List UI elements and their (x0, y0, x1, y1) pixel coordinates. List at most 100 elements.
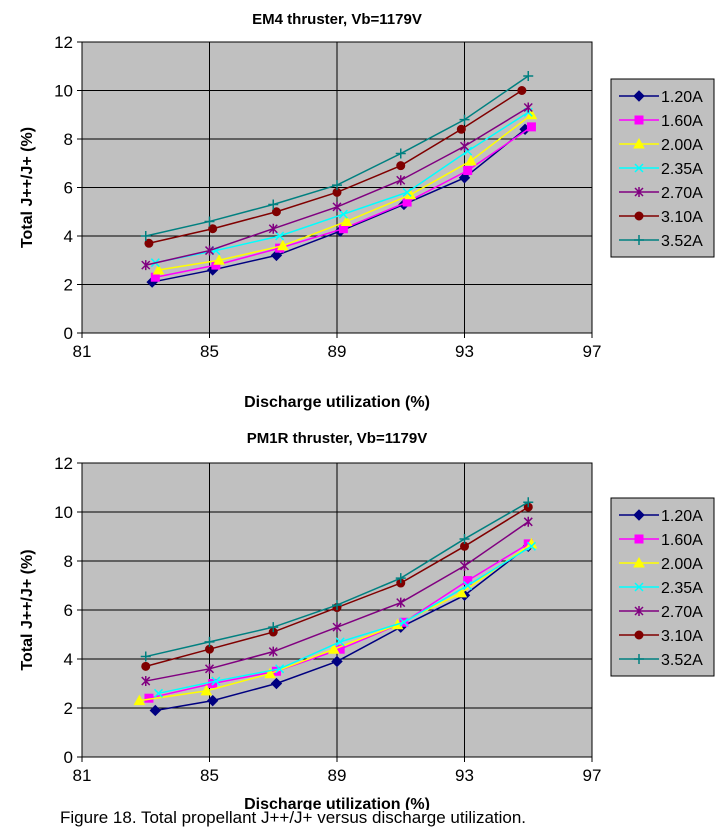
chart1-data-point (332, 180, 342, 191)
chart2-data-point (140, 651, 151, 662)
chart1-data-point (396, 175, 406, 186)
chart2-xtick-label: 97 (583, 766, 602, 785)
chart1-legend-entry: 2.70A (619, 185, 703, 202)
chart2-legend-marker (634, 582, 644, 592)
chart1-series-3.10A (144, 86, 527, 248)
chart-em4-svg: EM4 thruster, Vb=1179V 0 2 4 6 8 10 12 81 85 89 93 9… (19, 11, 715, 411)
chart2-legend-label: 1.60A (661, 532, 703, 549)
chart2-data-point (268, 646, 278, 657)
chart1-data-point (526, 122, 536, 132)
chart1-legend-entry: 3.52A (619, 233, 703, 250)
chart1-data-point (404, 188, 417, 200)
chart1-data-point (268, 199, 279, 210)
chart1-data-point (340, 215, 353, 226)
chart1-data-point (204, 245, 215, 256)
chart2-legend-label: 3.10A (661, 628, 703, 645)
chart1-legend-marker (634, 115, 644, 125)
chart1-ytick-label: 4 (64, 227, 73, 246)
chart2-legend-entry: 2.70A (619, 604, 703, 621)
chart1-data-point (213, 254, 225, 265)
chart2-legend-entry: 2.35A (619, 580, 703, 597)
chart2-data-point (332, 622, 342, 633)
chart1-legend-marker (633, 137, 645, 149)
chart2-legend-entry: 3.52A (619, 652, 703, 669)
chart2-data-point (200, 684, 213, 696)
chart1-legend-marker (634, 211, 644, 221)
chart1-data-point (144, 238, 154, 248)
chart2-legend-marker (633, 556, 645, 568)
chart1-series-2.70A (141, 102, 533, 271)
chart2-xlabel: Discharge utilization (%) (244, 796, 430, 810)
chart1-legend-marker (634, 187, 644, 197)
chart2-legend-marker (634, 630, 644, 640)
chart2-legend-label: 2.00A (661, 556, 703, 573)
chart2-ytick-label: 0 (64, 748, 73, 767)
chart2-data-point (206, 694, 219, 707)
chart1-legend-marker (634, 235, 644, 245)
chart2-legend-marker (634, 606, 644, 616)
chart1-data-point (271, 207, 281, 217)
chart1-data-point (402, 187, 412, 197)
chart2-ytick-label: 8 (64, 552, 73, 571)
chart2-series-2.70A (141, 516, 533, 687)
chart1-legend-marker (634, 163, 644, 173)
chart2-ytick-label: 4 (64, 650, 73, 669)
chart2-legend-entry: 1.60A (619, 532, 703, 549)
chart2-legend-label: 3.52A (661, 652, 703, 669)
chart2-ytick-label: 10 (54, 503, 73, 522)
chart-em4: EM4 thruster, Vb=1179V 0 2 4 6 8 10 12 81 85 89 93 9… (0, 0, 715, 412)
chart2-xtick-label: 89 (328, 766, 347, 785)
chart1-ytick-label: 10 (54, 82, 73, 101)
chart2-data-point (153, 688, 164, 698)
chart1-legend-entry: 3.10A (619, 209, 703, 226)
chart1-data-point (523, 102, 533, 113)
chart2-data-point (149, 704, 162, 717)
chart2-xtick-label: 85 (200, 766, 219, 785)
chart2-ylabel: Total J++/J+ (%) (19, 549, 36, 670)
chart2-ytick-label: 12 (54, 454, 73, 473)
chart1-title: EM4 thruster, Vb=1179V (252, 11, 422, 28)
chart1-legend-label: 3.10A (661, 209, 703, 226)
chart2-data-point (141, 661, 151, 671)
chart1-data-point (396, 161, 406, 171)
chart2-legend-marker (634, 654, 644, 664)
chart2-data-point (204, 663, 215, 674)
chart1-legend-label: 2.00A (661, 137, 703, 154)
chart1-data-point (204, 216, 215, 227)
chart1-data-point (463, 166, 473, 176)
chart2-data-point (455, 586, 468, 598)
chart2-data-point (331, 655, 343, 668)
chart1-data-point (456, 124, 466, 134)
chart2-data-point (459, 533, 470, 544)
chart1-ytick-label: 2 (64, 276, 73, 295)
chart1-legend-label: 1.60A (661, 113, 703, 130)
chart1-xtick-label: 85 (200, 342, 219, 361)
chart2-data-point (523, 497, 534, 508)
chart2-legend-marker (634, 534, 644, 544)
figure-caption: Figure 18. Total propellant J++/J+ versu… (60, 808, 527, 827)
chart2-data-point (523, 516, 533, 527)
chart2-legend-label: 2.35A (661, 580, 703, 597)
chart2-data-point (399, 617, 409, 627)
chart2-legend-entry: 3.10A (619, 628, 703, 645)
chart1-data-point (523, 70, 534, 81)
chart1-legend-marker (633, 90, 645, 102)
chart2-data-point (133, 694, 146, 706)
chart1-data-point (141, 260, 151, 271)
chart1-legend-entry: 2.00A (619, 137, 703, 154)
chart2-series-2.35A (153, 541, 536, 698)
chart1-series-3.52A (140, 70, 534, 241)
chart1-ylabel: Total J++/J+ (%) (19, 127, 36, 248)
chart2-data-point (463, 580, 473, 591)
chart2-data-point (141, 676, 151, 687)
chart1-data-point (275, 231, 285, 241)
chart1-xtick-label: 93 (455, 342, 474, 361)
chart1-data-point (459, 114, 470, 125)
chart1-legend-entry: 1.60A (619, 113, 703, 130)
chart2-legend-marker (633, 509, 645, 521)
chart1-legend: 1.20A 1.60A 2.00A 2.35A 2.70A 3.10A 3.52A (610, 78, 715, 258)
chart2-legend-entry: 1.20A (619, 508, 703, 525)
chart1-data-point (459, 141, 470, 152)
chart1-ytick-label: 12 (54, 33, 73, 52)
chart2-data-point (459, 560, 470, 571)
